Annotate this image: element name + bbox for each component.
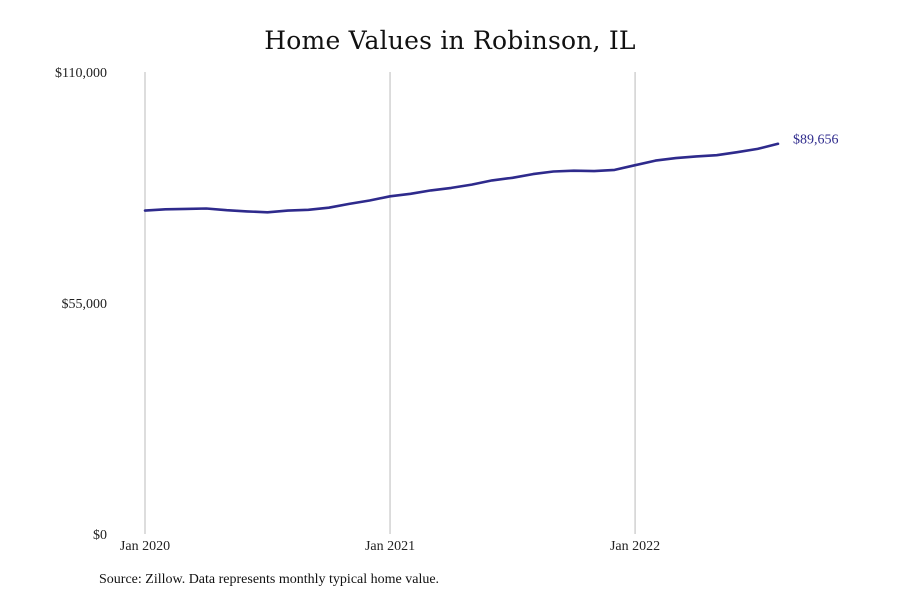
x-tick-label: Jan 2021: [365, 539, 415, 554]
chart-title: Home Values in Robinson, IL: [264, 26, 636, 55]
y-axis-ticks: $0 $55,000 $110,000: [55, 66, 107, 543]
x-tick-label: Jan 2020: [120, 539, 170, 554]
series-lines: [143, 142, 780, 214]
series-labels: $89,656: [793, 132, 839, 147]
y-tick-label: $110,000: [55, 66, 107, 81]
series-end-label: $89,656: [793, 132, 839, 147]
gridlines: [144, 72, 636, 534]
y-tick-label: $0: [93, 528, 107, 543]
x-tick-label: Jan 2022: [610, 539, 660, 554]
x-axis-ticks: Jan 2020 Jan 2021 Jan 2022: [120, 539, 660, 554]
series-line: [143, 142, 780, 214]
y-tick-label: $55,000: [62, 297, 108, 312]
source-note: Source: Zillow. Data represents monthly …: [99, 572, 440, 587]
